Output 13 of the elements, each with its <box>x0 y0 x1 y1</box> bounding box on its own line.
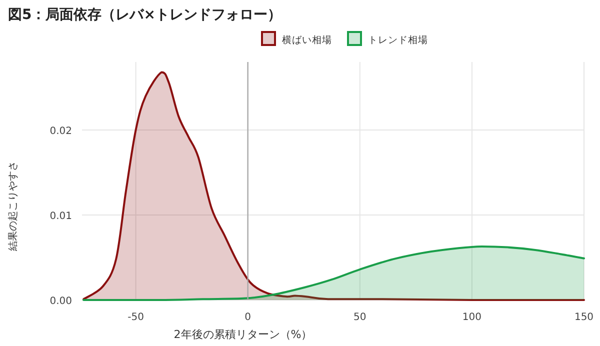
x-tick-label: 0 <box>244 312 252 323</box>
y-tick-label: 0.02 <box>50 126 72 137</box>
legend-label: トレンド相場 <box>368 34 428 46</box>
x-axis-title: 2年後の累積リターン（%） <box>174 328 312 341</box>
x-tick-label: 150 <box>574 312 594 323</box>
legend-label: 横ばい相場 <box>282 34 332 46</box>
x-tick-label: 50 <box>354 312 366 323</box>
y-tick-label: 0.00 <box>50 296 72 307</box>
x-tick-label: 100 <box>462 312 482 323</box>
chart-title: 図5：局面依存（レバ×トレンドフォロー） <box>8 7 282 23</box>
y-tick-label: 0.01 <box>50 211 72 222</box>
y-axis-title: 結果の起こりやすさ <box>7 161 19 252</box>
x-tick-label: -50 <box>128 312 144 323</box>
